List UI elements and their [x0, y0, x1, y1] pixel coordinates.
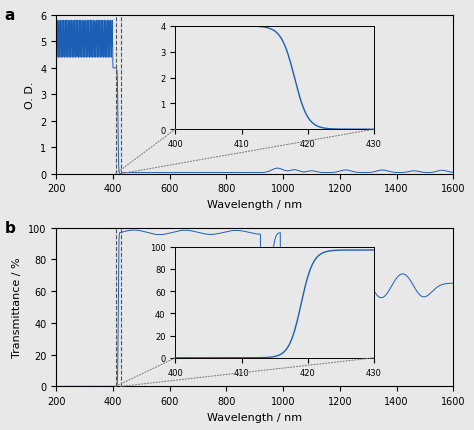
Y-axis label: O. D.: O. D.	[25, 81, 35, 109]
X-axis label: Wavelength / nm: Wavelength / nm	[207, 412, 302, 422]
Y-axis label: Transmittance / %: Transmittance / %	[12, 257, 22, 357]
Text: a: a	[4, 8, 15, 23]
X-axis label: Wavelength / nm: Wavelength / nm	[207, 200, 302, 209]
Text: b: b	[4, 220, 15, 235]
